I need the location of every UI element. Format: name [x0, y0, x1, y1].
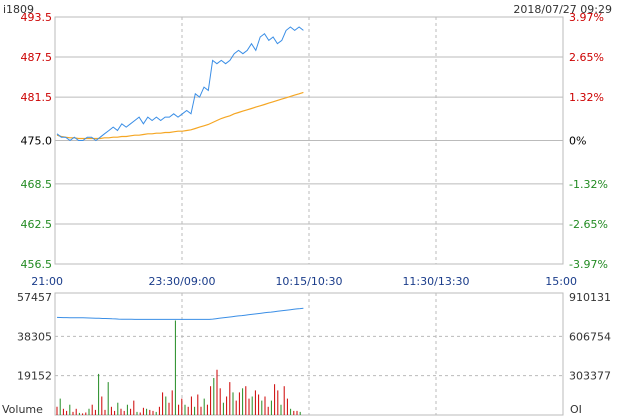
volume-label: Volume: [2, 403, 43, 416]
price-tick-label: 468.5: [21, 178, 53, 191]
volume-grid: [55, 293, 563, 415]
time-axis: 21:00 23:30/09:00 10:15/10:30 11:30/13:30 15…: [31, 275, 577, 288]
volume-tick-label: 38305: [17, 330, 52, 343]
price-tick-label: 475.0: [21, 135, 53, 148]
percent-tick-label: -3.97%: [569, 258, 608, 271]
percent-tick-label: 0%: [569, 135, 586, 148]
time-tick-label: 21:00: [31, 275, 63, 288]
oi-tick-label: 606754: [569, 330, 611, 343]
percent-tick-label: 2.65%: [569, 51, 604, 64]
price-tick-label: 493.5: [21, 11, 53, 24]
price-axis-left: 493.5 487.5 481.5 475.0 468.5 462.5 456.5: [21, 11, 53, 271]
oi-label: OI: [570, 403, 582, 416]
percent-tick-label: -2.65%: [569, 218, 608, 231]
time-tick-label: 10:15/10:30: [275, 275, 342, 288]
percent-axis-right: 3.97% 2.65% 1.32% 0% -1.32% -2.65% -3.97%: [569, 11, 608, 271]
oi-tick-label: 910131: [569, 291, 611, 304]
price-line: [56, 26, 304, 142]
percent-tick-label: 3.97%: [569, 11, 604, 24]
datetime-label: 2018/07/27 09:29: [513, 3, 612, 16]
percent-tick-label: 1.32%: [569, 91, 604, 104]
percent-tick-label: -1.32%: [569, 178, 608, 191]
oi-axis-right: 910131 606754 303377: [569, 291, 611, 383]
price-tick-label: 462.5: [21, 218, 53, 231]
time-tick-label: 15:00: [545, 275, 577, 288]
price-tick-label: 481.5: [21, 91, 53, 104]
price-tick-label: 487.5: [21, 51, 53, 64]
open-interest-line: [56, 307, 304, 320]
oi-tick-label: 303377: [569, 370, 611, 383]
price-grid: [55, 17, 563, 264]
symbol-label: i1809: [3, 3, 34, 16]
price-tick-label: 456.5: [21, 258, 53, 271]
volume-axis-left: 57457 38305 19152: [17, 291, 52, 383]
volume-tick-label: 57457: [17, 291, 52, 304]
volume-tick-label: 19152: [17, 370, 52, 383]
volume-bars: [56, 320, 301, 415]
time-tick-label: 23:30/09:00: [148, 275, 215, 288]
time-tick-label: 11:30/13:30: [402, 275, 469, 288]
